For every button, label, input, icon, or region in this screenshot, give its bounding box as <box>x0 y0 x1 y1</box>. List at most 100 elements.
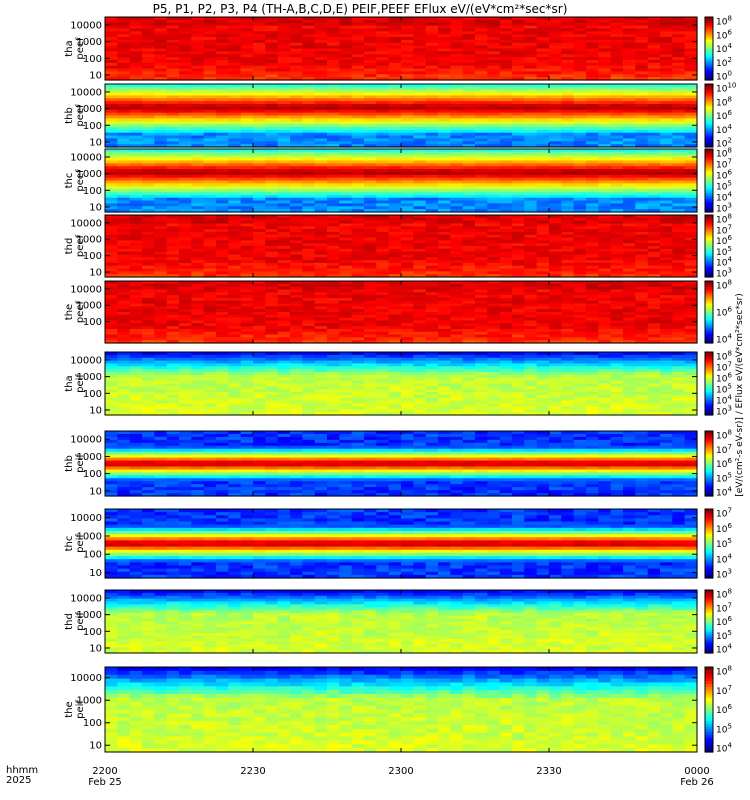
heatmap-cell <box>265 331 279 336</box>
heatmap-cell <box>290 234 303 239</box>
colorbar-step <box>705 225 713 228</box>
heatmap-cell <box>277 231 291 236</box>
heatmap-cell <box>376 231 390 236</box>
heatmap-cell <box>179 112 192 117</box>
heatmap-cell <box>462 45 476 50</box>
heatmap-cell <box>166 59 180 64</box>
heatmap-cell <box>499 265 513 270</box>
heatmap-cell <box>475 109 488 114</box>
heatmap-cell <box>586 217 599 222</box>
heatmap-cell <box>512 149 525 153</box>
heatmap-cell <box>512 180 525 184</box>
heatmap-cell <box>524 191 538 196</box>
heatmap-cell <box>376 286 390 291</box>
heatmap-cell <box>105 68 118 73</box>
heatmap-cell <box>672 265 686 270</box>
heatmap-cell <box>314 303 328 307</box>
heatmap-cell <box>240 300 254 305</box>
heatmap-cell <box>142 109 155 114</box>
heatmap-cell <box>253 197 266 202</box>
heatmap-cell <box>573 138 587 142</box>
heatmap-cell <box>117 74 131 78</box>
heatmap-cell <box>117 295 131 299</box>
heatmap-cell <box>129 243 143 247</box>
colorbar-tick-label: 107 <box>716 223 732 236</box>
heatmap-cell <box>549 223 562 227</box>
heatmap-cell <box>401 71 414 75</box>
heatmap-cell <box>684 19 698 24</box>
heatmap-cell <box>487 260 501 264</box>
heatmap-cell <box>388 183 402 187</box>
heatmap-cell <box>376 71 390 75</box>
heatmap-cell <box>117 138 131 142</box>
heatmap-cell <box>216 243 229 247</box>
heatmap-cell <box>512 226 525 230</box>
heatmap-cell <box>549 177 562 182</box>
heatmap-cell <box>623 169 636 173</box>
heatmap-cell <box>610 34 624 38</box>
heatmap-cell <box>142 226 155 230</box>
heatmap-cell <box>142 303 155 307</box>
heatmap-cell <box>240 289 254 293</box>
heatmap-cell <box>265 169 279 173</box>
heatmap-cell <box>660 229 673 233</box>
heatmap-cell <box>487 180 501 184</box>
heatmap-cell <box>610 177 624 182</box>
heatmap-cell <box>376 25 390 30</box>
heatmap-cell <box>302 223 316 227</box>
heatmap-cell <box>660 126 673 131</box>
heatmap-cell <box>672 163 686 167</box>
heatmap-cell <box>573 166 587 170</box>
heatmap-cell <box>314 124 328 128</box>
heatmap-cell <box>672 257 686 261</box>
heatmap-cell <box>499 246 513 250</box>
heatmap-cell <box>179 48 192 52</box>
heatmap-cell <box>660 251 673 256</box>
heatmap-cell <box>339 174 353 179</box>
heatmap-cell <box>191 286 205 291</box>
heatmap-cell <box>327 104 340 108</box>
colorbar-tick-label: 104 <box>716 191 732 204</box>
colorbar-step <box>705 71 713 75</box>
heatmap-cell <box>203 271 217 275</box>
heatmap-cell <box>487 246 501 250</box>
heatmap-cell <box>413 312 427 316</box>
heatmap-cell <box>561 157 575 162</box>
heatmap-cell <box>314 109 328 114</box>
heatmap-cell <box>462 171 476 176</box>
heatmap-cell <box>216 292 229 296</box>
heatmap-cell <box>684 274 698 278</box>
heatmap-cell <box>265 59 279 64</box>
heatmap-cell <box>660 84 673 88</box>
heatmap-cell <box>499 121 513 125</box>
heatmap-cell <box>277 171 291 176</box>
heatmap-cell <box>438 68 451 73</box>
colorbar-step <box>705 258 713 262</box>
heatmap-cell <box>339 320 353 324</box>
heatmap-cell <box>179 289 192 293</box>
heatmap-cell <box>425 231 439 236</box>
heatmap-cell <box>314 281 328 285</box>
heatmap-cell <box>647 180 661 184</box>
heatmap-cell <box>524 260 538 264</box>
heatmap-cell <box>290 297 303 302</box>
heatmap-cell <box>388 144 402 148</box>
heatmap-cell <box>536 234 550 239</box>
heatmap-cell <box>450 34 464 38</box>
heatmap-cell <box>475 92 488 97</box>
heatmap-cell <box>401 340 414 344</box>
heatmap-cell <box>228 317 242 322</box>
heatmap-cell <box>524 45 538 50</box>
heatmap-cell <box>536 237 550 241</box>
heatmap-cell <box>623 226 636 230</box>
heatmap-cell <box>240 121 254 125</box>
heatmap-cell <box>142 106 155 111</box>
heatmap-cell <box>179 180 192 184</box>
heatmap-cell <box>364 234 377 239</box>
heatmap-cell <box>339 257 353 261</box>
heatmap-cell <box>401 17 414 21</box>
heatmap-cell <box>117 209 131 213</box>
heatmap-cell <box>129 265 143 270</box>
heatmap-cell <box>351 226 365 230</box>
